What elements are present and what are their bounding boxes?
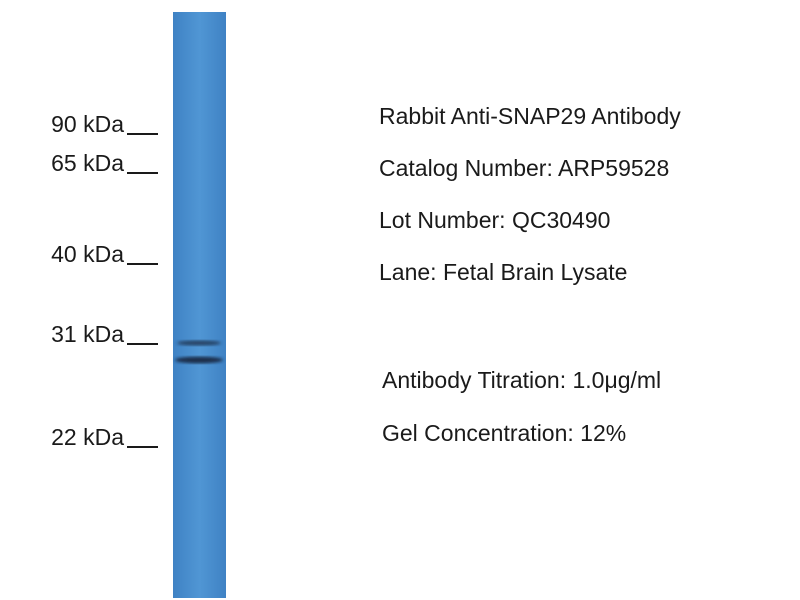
marker-label: 65 kDa	[51, 150, 124, 176]
marker-label: 90 kDa	[51, 111, 124, 137]
info-line: Lane: Fetal Brain Lysate	[379, 259, 627, 285]
marker-label: 31 kDa	[51, 321, 124, 347]
info-line: Rabbit Anti-SNAP29 Antibody	[379, 103, 681, 129]
band	[175, 356, 223, 364]
info-line: Lot Number: QC30490	[379, 207, 610, 233]
info-line: Antibody Titration: 1.0μg/ml	[382, 367, 661, 393]
info-line: Gel Concentration: 12%	[382, 420, 626, 446]
marker-label: 40 kDa	[51, 241, 124, 267]
marker-group: 90 kDa 65 kDa 40 kDa 31 kDa 22 kDa	[51, 111, 158, 450]
gel-lane	[173, 12, 226, 598]
info-group: Rabbit Anti-SNAP29 Antibody Catalog Numbe…	[379, 103, 681, 446]
marker-label: 22 kDa	[51, 424, 124, 450]
info-line: Catalog Number: ARP59528	[379, 155, 669, 181]
band	[177, 340, 221, 346]
